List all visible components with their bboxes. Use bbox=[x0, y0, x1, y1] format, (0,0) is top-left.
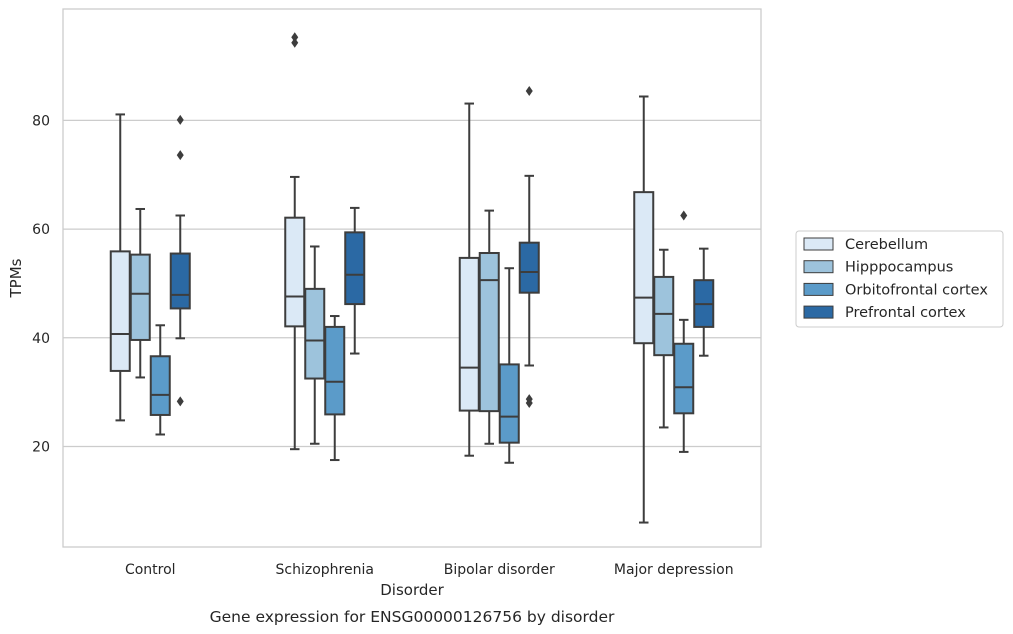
legend-swatch bbox=[803, 282, 834, 296]
iqr-box bbox=[478, 252, 500, 413]
box-plot-series bbox=[109, 32, 715, 524]
outlier-point bbox=[176, 150, 184, 161]
iqr-box bbox=[673, 342, 695, 415]
outlier-point bbox=[525, 86, 533, 97]
x-tick-label: Major depression bbox=[614, 562, 734, 578]
legend-swatch bbox=[803, 237, 834, 251]
plot-frame bbox=[62, 8, 762, 548]
series-cerebellum bbox=[109, 32, 655, 524]
outlier-point bbox=[291, 37, 299, 48]
series-prefrontal-cortex bbox=[169, 86, 715, 408]
iqr-box bbox=[344, 231, 366, 306]
series-orbitofrontal-cortex bbox=[149, 210, 695, 464]
y-tick-label: 80 bbox=[32, 113, 50, 129]
legend-swatch bbox=[803, 260, 834, 274]
x-axis-ticks: Control Schizophrenia Bipolar disorder Majo… bbox=[125, 562, 734, 578]
outlier-point bbox=[176, 114, 184, 125]
iqr-box bbox=[324, 325, 346, 416]
y-tick-label: 40 bbox=[32, 331, 50, 347]
y-axis-title: TPMs bbox=[7, 258, 25, 298]
x-axis-title: Disorder bbox=[380, 581, 444, 599]
y-axis-ticks: 20 40 60 80 bbox=[32, 113, 50, 455]
legend-label: Orbitofrontal cortex bbox=[845, 282, 988, 298]
outlier-point bbox=[176, 396, 184, 407]
iqr-box bbox=[109, 250, 131, 372]
x-tick-label: Control bbox=[125, 562, 176, 578]
iqr-box bbox=[633, 191, 655, 345]
iqr-box bbox=[653, 275, 675, 357]
outlier-point bbox=[291, 32, 299, 43]
iqr-box bbox=[149, 355, 171, 416]
iqr-box bbox=[284, 216, 306, 328]
iqr-box bbox=[304, 287, 326, 380]
legend-items: Cerebellum Hipppocampus Orbitofrontal cort… bbox=[803, 237, 988, 321]
iqr-box bbox=[169, 252, 191, 310]
x-tick-label: Bipolar disorder bbox=[444, 562, 555, 578]
legend-frame bbox=[795, 230, 1004, 328]
iqr-box bbox=[129, 253, 151, 341]
y-tick-label: 20 bbox=[32, 439, 50, 455]
series-hipppocampus bbox=[129, 207, 675, 445]
legend-label: Cerebellum bbox=[845, 237, 928, 253]
x-tick-label: Schizophrenia bbox=[276, 562, 374, 578]
legend-label: Prefrontal cortex bbox=[845, 305, 966, 321]
outlier-point bbox=[525, 394, 533, 405]
iqr-box bbox=[458, 256, 480, 412]
y-tick-label: 60 bbox=[32, 222, 50, 238]
legend-swatch bbox=[803, 305, 834, 319]
outlier-point bbox=[680, 210, 688, 221]
legend: Cerebellum Hipppocampus Orbitofrontal cort… bbox=[795, 230, 1004, 328]
legend-label: Hipppocampus bbox=[845, 260, 953, 276]
iqr-box bbox=[518, 241, 540, 294]
iqr-box bbox=[498, 363, 520, 444]
figure-caption: Gene expression for ENSG00000126756 by d… bbox=[210, 608, 615, 626]
